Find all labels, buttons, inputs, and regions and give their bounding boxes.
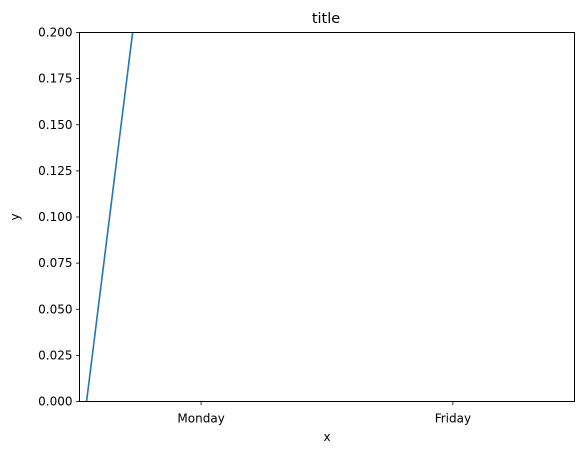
y-tick-label: 0.200 [38, 26, 72, 40]
y-axis-label: y [8, 213, 22, 220]
x-axis-label: x [323, 430, 330, 444]
x-tick-label: Monday [177, 412, 224, 426]
y-tick-label: 0.000 [38, 395, 72, 409]
x-tick-label: Friday [435, 412, 471, 426]
y-tick-label: 0.175 [38, 72, 72, 86]
y-tick-label: 0.025 [38, 348, 72, 362]
series-line [85, 32, 134, 402]
series-layer [85, 32, 134, 402]
y-tick-label: 0.075 [38, 256, 72, 270]
plot-background [79, 32, 575, 402]
y-tick-label: 0.050 [38, 302, 72, 316]
y-axis: 0.000 0.025 0.050 0.075 0.100 0.125 0.150 0.175… [38, 26, 80, 409]
x-axis: Monday Friday [177, 401, 471, 426]
chart-title: title [312, 11, 340, 27]
y-tick-label: 0.150 [38, 118, 72, 132]
y-tick-label: 0.125 [38, 164, 72, 178]
plot-frame [79, 32, 575, 402]
plot-area [79, 32, 575, 402]
y-tick-label: 0.100 [38, 210, 72, 224]
